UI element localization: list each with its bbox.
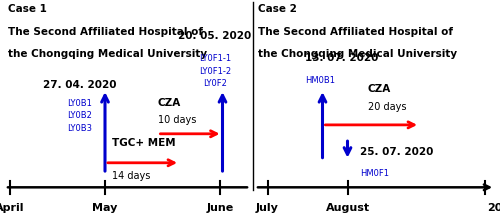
Text: May: May xyxy=(92,203,118,213)
Text: LY0B1
LY0B2
LY0B3: LY0B1 LY0B2 LY0B3 xyxy=(68,99,92,133)
Text: Case 2: Case 2 xyxy=(258,4,296,14)
Text: 10 days: 10 days xyxy=(158,116,196,125)
Text: the Chongqing Medical University: the Chongqing Medical University xyxy=(8,49,206,59)
Text: 2020y.: 2020y. xyxy=(488,203,500,213)
Text: 20. 05. 2020: 20. 05. 2020 xyxy=(178,31,252,41)
Text: July: July xyxy=(256,203,279,213)
Text: HM0B1: HM0B1 xyxy=(305,76,335,85)
Text: LY0F1-1
LY0F1-2
LY0F2: LY0F1-1 LY0F1-2 LY0F2 xyxy=(199,54,231,88)
Text: 25. 07. 2020: 25. 07. 2020 xyxy=(360,147,434,157)
Text: April: April xyxy=(0,203,25,213)
Text: TGC+ MEM: TGC+ MEM xyxy=(112,138,176,148)
Text: 14 days: 14 days xyxy=(112,171,151,181)
Text: CZA: CZA xyxy=(158,98,181,107)
Text: the Chongqing Medical University: the Chongqing Medical University xyxy=(258,49,456,59)
Text: The Second Affiliated Hospital of: The Second Affiliated Hospital of xyxy=(8,27,202,37)
Text: HM0F1: HM0F1 xyxy=(360,169,389,178)
Text: The Second Affiliated Hospital of: The Second Affiliated Hospital of xyxy=(258,27,452,37)
Text: CZA: CZA xyxy=(368,84,391,94)
Text: 27. 04. 2020: 27. 04. 2020 xyxy=(44,80,117,90)
Text: August: August xyxy=(326,203,370,213)
Text: Case 1: Case 1 xyxy=(8,4,46,14)
Text: June: June xyxy=(206,203,234,213)
Text: 20 days: 20 days xyxy=(368,102,406,112)
Text: 13. 07. 2020: 13. 07. 2020 xyxy=(305,53,378,63)
